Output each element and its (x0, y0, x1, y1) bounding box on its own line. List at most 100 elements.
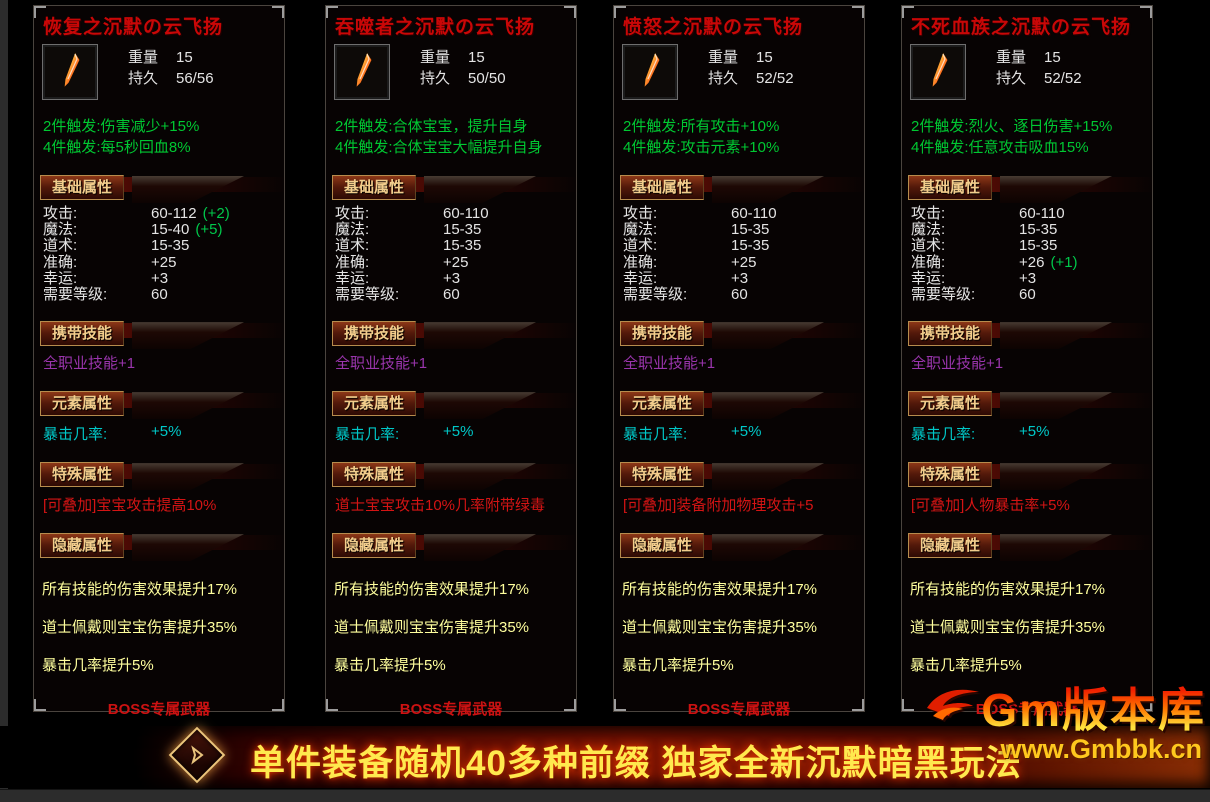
attr-label: 魔法: (623, 221, 658, 239)
boss-exclusive-text: BOSS专属武器 (107, 701, 211, 719)
attr-label: 道术: (911, 237, 946, 255)
attr-label: 攻击: (911, 205, 946, 222)
set-trigger-2pc: 2件触发:伤害减少+15% (43, 118, 200, 135)
weight-value: 15 (756, 49, 773, 66)
attr-label: 幸运: (623, 269, 658, 287)
special-attr-text: 道士宝宝攻击10%几率附带绿毒 (335, 497, 546, 515)
attr-label: 需要等级: (335, 285, 400, 303)
section-header-special: 特殊属性 (908, 462, 1156, 488)
attr-value: +25 (151, 253, 177, 271)
item-title: 愤怒之沉默の云飞扬 (623, 17, 804, 38)
element-attr-row: 暴击几率: +5% (43, 423, 276, 444)
banner-diamond-icon (168, 726, 226, 784)
site-url-text: www.Gmbbk.cn (1000, 734, 1202, 764)
section-label: 基础属性 (332, 175, 417, 200)
item-header: 重量 15 持久 52/52 (622, 44, 856, 100)
attr-row: 魔法: 15-35 (335, 222, 568, 238)
element-label: 暴击几率: (911, 426, 976, 444)
section-header-base: 基础属性 (332, 175, 580, 200)
attr-value: 60 (1019, 285, 1036, 303)
attr-value: 15-35 (1019, 221, 1058, 239)
attr-row: 需要等级: 60 (335, 285, 568, 303)
set-trigger-2pc: 2件触发:烈火、逐日伤害+15% (911, 118, 1113, 135)
weight-value: 15 (176, 49, 193, 66)
section-header-element: 元素属性 (620, 391, 868, 417)
hidden-attributes: 所有技能的伤害效果提升17% 道士佩戴则宝宝伤害提升35% 暴击几率提升5% (334, 561, 568, 675)
attr-label: 准确: (43, 253, 78, 271)
element-attr-row: 暴击几率: +5% (623, 423, 856, 444)
section-label: 特殊属性 (908, 462, 993, 488)
attr-row: 魔法: 15-35 (911, 222, 1144, 238)
item-header: 重量 15 持久 50/50 (334, 44, 568, 100)
durability-label: 持久 (996, 70, 1027, 87)
element-label: 暴击几率: (335, 426, 400, 444)
item-title: 恢复之沉默の云飞扬 (43, 17, 224, 38)
section-label: 特殊属性 (332, 462, 417, 488)
item-icon-slot[interactable] (622, 44, 678, 100)
banner-headline: 单件装备随机40多种前缀 独家全新沉默暗黑玩法 (250, 744, 1022, 783)
attr-row: 魔法: 15-35 (623, 222, 856, 238)
hidden-attr-text: 暴击几率提升5% (910, 657, 1022, 675)
item-tooltip-panel: 不死血族之沉默の云飞扬 (901, 5, 1156, 773)
carried-skill-text: 全职业技能+1 (911, 355, 1004, 373)
hidden-attr-text: 道士佩戴则宝宝伤害提升35% (42, 619, 238, 637)
item-tooltip-panel: 愤怒之沉默の云飞扬 (613, 5, 868, 773)
section-label: 隐藏属性 (40, 533, 125, 559)
attr-label: 幸运: (335, 269, 370, 287)
section-label: 隐藏属性 (908, 533, 993, 559)
attr-label: 需要等级: (623, 285, 688, 303)
attr-row: 攻击: 60-110 (335, 205, 568, 222)
set-trigger-2pc: 2件触发:所有攻击+10% (623, 118, 780, 135)
blade-item-icon (915, 47, 961, 98)
element-value: +5% (443, 423, 474, 441)
weight-durability-block: 重量 15 持久 50/50 (420, 47, 506, 100)
section-header-special: 特殊属性 (620, 462, 868, 488)
hidden-attr-text: 所有技能的伤害效果提升17% (334, 581, 530, 599)
weight-label: 重量 (420, 49, 451, 66)
weight-durability-block: 重量 15 持久 56/56 (128, 47, 214, 100)
set-trigger-4pc: 4件触发:攻击元素+10% (623, 139, 780, 156)
arrow-glyph-icon (191, 745, 204, 765)
section-header-hidden: 隐藏属性 (40, 533, 288, 559)
attr-label: 准确: (623, 253, 658, 271)
hidden-attr-text: 所有技能的伤害效果提升17% (622, 581, 818, 599)
blade-item-icon (47, 47, 93, 98)
attr-value: 60 (731, 285, 748, 303)
attr-label: 道术: (623, 237, 658, 255)
section-label: 特殊属性 (620, 462, 705, 488)
attr-value: +26 (1019, 253, 1045, 271)
left-gutter (0, 0, 8, 790)
gm-site-logo: Gm版本库 (927, 686, 1210, 734)
section-label: 特殊属性 (40, 462, 125, 488)
attr-row: 道术: 15-35 (623, 238, 856, 254)
section-header-skill: 携带技能 (620, 321, 868, 347)
section-header-special: 特殊属性 (40, 462, 288, 488)
durability-label: 持久 (420, 70, 451, 87)
attr-value: 60-110 (1019, 205, 1065, 222)
durability-value: 52/52 (756, 70, 794, 87)
section-label: 隐藏属性 (620, 533, 705, 559)
element-attr-row: 暴击几率: +5% (335, 423, 568, 444)
attr-value: 60 (151, 285, 168, 303)
attr-row: 幸运: +3 (335, 269, 568, 287)
item-icon-slot[interactable] (334, 44, 390, 100)
section-header-skill: 携带技能 (332, 321, 580, 347)
attr-bonus: (+2) (202, 205, 230, 222)
durability-value: 50/50 (468, 70, 506, 87)
hidden-attributes: 所有技能的伤害效果提升17% 道士佩戴则宝宝伤害提升35% 暴击几率提升5% (622, 561, 856, 675)
attr-value: 60 (443, 285, 460, 303)
item-icon-slot[interactable] (910, 44, 966, 100)
section-label: 元素属性 (40, 391, 125, 417)
hidden-attr-text: 道士佩戴则宝宝伤害提升35% (622, 619, 818, 637)
element-label: 暴击几率: (623, 426, 688, 444)
attr-row: 攻击: 60-110 (623, 205, 856, 222)
durability-label: 持久 (708, 70, 739, 87)
attr-value: +3 (151, 269, 169, 287)
attr-value: 15-35 (731, 237, 770, 255)
weight-durability-block: 重量 15 持久 52/52 (708, 47, 794, 100)
item-icon-slot[interactable] (42, 44, 98, 100)
hidden-attributes: 所有技能的伤害效果提升17% 道士佩戴则宝宝伤害提升35% 暴击几率提升5% (910, 561, 1144, 675)
attr-row: 准确: +25 (623, 253, 856, 271)
set-trigger-2pc: 2件触发:合体宝宝，提升自身 (335, 118, 528, 135)
element-value: +5% (151, 423, 182, 441)
